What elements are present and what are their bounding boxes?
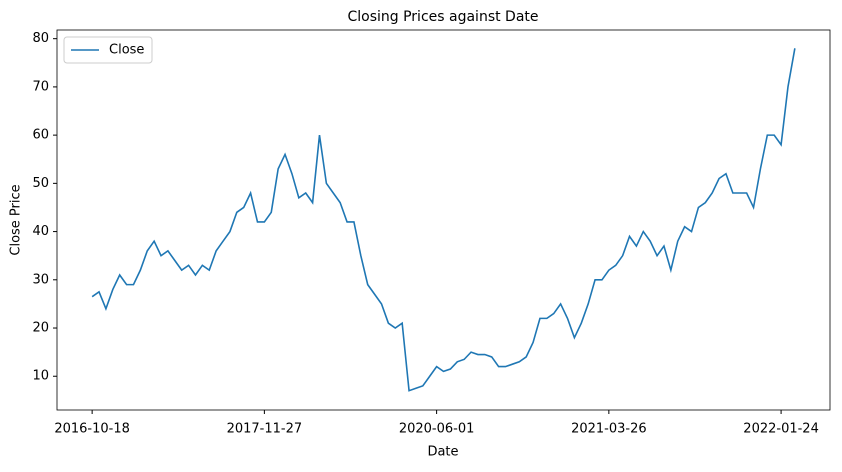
y-tick-label: 10 bbox=[32, 369, 49, 384]
x-tick-label: 2017-11-27 bbox=[227, 422, 303, 437]
line bbox=[91, 48, 796, 392]
x-tick-label: 2022-01-24 bbox=[743, 422, 819, 437]
y-tick-label: 70 bbox=[32, 79, 49, 94]
y-tick-label: 20 bbox=[32, 321, 49, 336]
plot-frame bbox=[56, 29, 831, 411]
y-tick-label: 60 bbox=[32, 128, 49, 143]
x-tick-label: 2016-10-18 bbox=[54, 422, 130, 437]
y-tick-label: 30 bbox=[32, 272, 49, 287]
y-tick-label: 80 bbox=[32, 31, 49, 46]
y-axis-label: Close Price bbox=[9, 184, 24, 255]
x-tick-label: 2021-03-26 bbox=[571, 422, 647, 437]
y-tick-label: 50 bbox=[32, 176, 49, 191]
y-tick-label: 40 bbox=[32, 224, 49, 239]
legend-box bbox=[63, 36, 153, 64]
x-tick-label: 2020-06-01 bbox=[399, 422, 475, 437]
chart-title: Closing Prices against Date bbox=[347, 9, 538, 25]
legend-label: Close bbox=[109, 43, 144, 58]
x-axis-label: Date bbox=[427, 445, 458, 460]
